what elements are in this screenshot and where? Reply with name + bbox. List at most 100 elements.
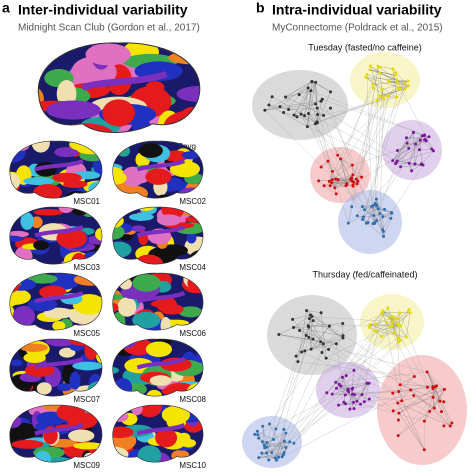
node xyxy=(394,161,398,165)
node xyxy=(350,176,354,180)
edge xyxy=(432,388,444,402)
edge xyxy=(354,323,376,395)
edge xyxy=(327,160,347,185)
node xyxy=(257,436,261,440)
edge xyxy=(327,83,406,162)
node xyxy=(371,82,375,86)
node xyxy=(413,162,417,166)
brain-label: MSC02 xyxy=(179,197,206,206)
node xyxy=(407,146,411,150)
edge xyxy=(292,314,311,320)
node xyxy=(253,432,257,436)
edge xyxy=(427,371,437,386)
edge xyxy=(353,370,370,384)
edge xyxy=(269,423,285,453)
node xyxy=(442,424,446,428)
edge xyxy=(398,397,434,436)
node xyxy=(394,71,398,75)
edge xyxy=(395,319,402,401)
edge xyxy=(308,326,393,394)
parcel xyxy=(10,359,23,367)
node xyxy=(305,125,309,129)
edge xyxy=(285,96,324,116)
node xyxy=(343,402,347,406)
parcel xyxy=(73,273,103,286)
parcel xyxy=(95,227,103,242)
edge xyxy=(288,108,318,110)
parcel xyxy=(73,442,103,450)
edge xyxy=(257,388,349,435)
parcel xyxy=(30,216,43,229)
node xyxy=(262,443,266,447)
edge xyxy=(326,357,428,388)
edge xyxy=(304,115,336,180)
parcel xyxy=(161,405,190,424)
edge xyxy=(352,389,354,403)
brain-edge xyxy=(9,140,103,199)
node xyxy=(408,311,412,315)
node xyxy=(343,393,347,397)
node xyxy=(382,97,386,101)
edge xyxy=(427,371,445,390)
node xyxy=(288,440,292,444)
edge xyxy=(301,351,393,394)
brain-edge xyxy=(112,140,204,199)
edge xyxy=(278,336,407,458)
node xyxy=(311,337,315,341)
parcel xyxy=(112,207,117,213)
edge xyxy=(258,440,285,458)
edge xyxy=(293,309,410,444)
node xyxy=(431,387,435,391)
edge xyxy=(400,164,423,167)
edge xyxy=(275,320,314,458)
node xyxy=(352,400,356,404)
edge xyxy=(311,316,393,322)
parcel xyxy=(112,406,119,421)
parcel xyxy=(56,383,72,392)
edge xyxy=(434,407,451,427)
node xyxy=(321,113,325,117)
edge xyxy=(311,337,344,350)
edge xyxy=(279,81,313,107)
node xyxy=(391,159,395,163)
parcel xyxy=(138,143,163,158)
edge xyxy=(347,390,363,395)
edge xyxy=(392,132,414,161)
edge xyxy=(300,114,308,127)
node xyxy=(306,111,310,115)
parcel xyxy=(185,215,204,223)
sulcus xyxy=(34,159,84,172)
condition-label: Tuesday (fasted/no caffeine) xyxy=(308,42,422,52)
node xyxy=(356,179,360,183)
parcel xyxy=(48,273,80,290)
brain-parcels xyxy=(9,273,103,331)
node xyxy=(404,335,408,339)
brain-edge xyxy=(9,404,103,463)
parcel xyxy=(181,151,199,160)
parcel xyxy=(34,450,52,463)
node xyxy=(274,458,278,462)
node xyxy=(417,148,421,152)
edge xyxy=(398,413,425,450)
node xyxy=(380,88,384,92)
node xyxy=(348,407,352,411)
edge xyxy=(308,113,375,223)
edge xyxy=(400,384,437,387)
node xyxy=(317,179,321,183)
parcel xyxy=(112,339,137,350)
edge xyxy=(397,402,451,427)
edge xyxy=(345,383,370,404)
brain-edge xyxy=(112,404,204,463)
edge xyxy=(377,87,398,101)
edge xyxy=(272,96,318,123)
edge xyxy=(304,115,369,223)
node xyxy=(272,437,276,441)
edge xyxy=(427,371,436,387)
parcel xyxy=(90,141,103,145)
panel-title: Inter-individual variability xyxy=(18,2,188,18)
brain-edge xyxy=(9,272,103,331)
parcel xyxy=(178,306,203,318)
parcel xyxy=(112,213,124,229)
edge xyxy=(406,137,426,140)
node xyxy=(367,381,371,385)
